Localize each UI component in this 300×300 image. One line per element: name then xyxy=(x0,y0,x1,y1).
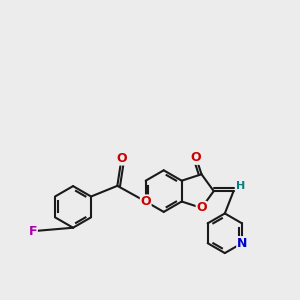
Text: O: O xyxy=(196,201,207,214)
Text: H: H xyxy=(236,181,246,191)
Text: O: O xyxy=(191,151,202,164)
Text: F: F xyxy=(29,225,37,238)
Text: O: O xyxy=(140,195,151,208)
Text: N: N xyxy=(237,237,247,250)
Text: O: O xyxy=(116,152,127,165)
